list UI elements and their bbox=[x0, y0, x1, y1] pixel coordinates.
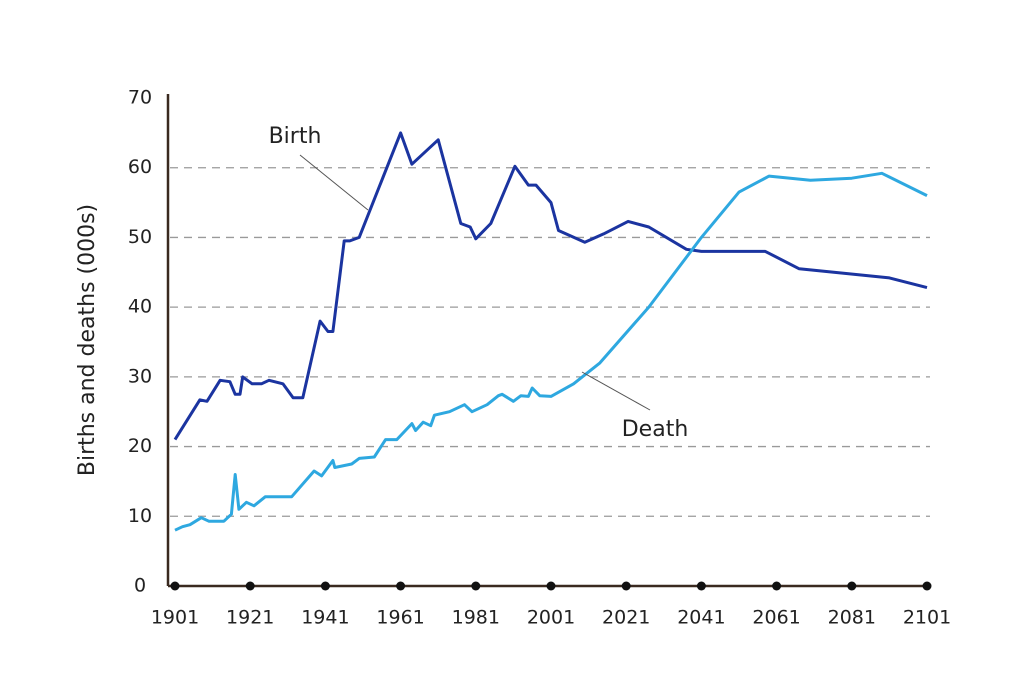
x-tick-dot bbox=[170, 581, 180, 591]
series-line bbox=[173, 131, 928, 441]
y-tick-label: 20 bbox=[128, 435, 152, 457]
x-tick-label: 1921 bbox=[226, 607, 274, 629]
x-tick-dot bbox=[847, 581, 857, 591]
y-tick-label: 50 bbox=[128, 226, 152, 248]
x-tick-dot bbox=[320, 581, 330, 591]
y-tick-label: 0 bbox=[134, 575, 146, 597]
x-tick-dot bbox=[396, 581, 406, 591]
x-tick-label: 2021 bbox=[602, 607, 650, 629]
y-tick-label: 30 bbox=[128, 365, 152, 387]
x-tick-label: 1981 bbox=[452, 607, 500, 629]
x-tick-dot bbox=[621, 581, 631, 591]
x-tick-dot bbox=[772, 581, 782, 591]
x-tick-label: 1901 bbox=[151, 607, 199, 629]
series-label: Death bbox=[622, 417, 689, 442]
x-tick-label: 2101 bbox=[903, 607, 951, 629]
x-tick-label: 1961 bbox=[376, 607, 424, 629]
leader-line bbox=[299, 154, 369, 211]
x-tick-label: 2041 bbox=[677, 607, 725, 629]
y-tick-label: 40 bbox=[128, 296, 152, 318]
series-line bbox=[174, 171, 928, 532]
leader-line bbox=[581, 371, 651, 411]
x-tick-label: 2001 bbox=[527, 607, 575, 629]
x-tick-dot bbox=[922, 581, 932, 591]
y-tick-label: 70 bbox=[128, 87, 152, 109]
x-tick-dot bbox=[245, 581, 255, 591]
series-label: Birth bbox=[269, 124, 322, 149]
x-tick-label: 2081 bbox=[828, 607, 876, 629]
x-tick-dot bbox=[546, 581, 556, 591]
y-tick-label: 10 bbox=[128, 505, 152, 527]
y-axis-label: Births and deaths (000s) bbox=[75, 204, 100, 476]
x-tick-label: 1941 bbox=[301, 607, 349, 629]
y-tick-label: 60 bbox=[128, 156, 152, 178]
x-tick-dot bbox=[471, 581, 481, 591]
x-tick-label: 2061 bbox=[752, 607, 800, 629]
x-tick-dot bbox=[696, 581, 706, 591]
